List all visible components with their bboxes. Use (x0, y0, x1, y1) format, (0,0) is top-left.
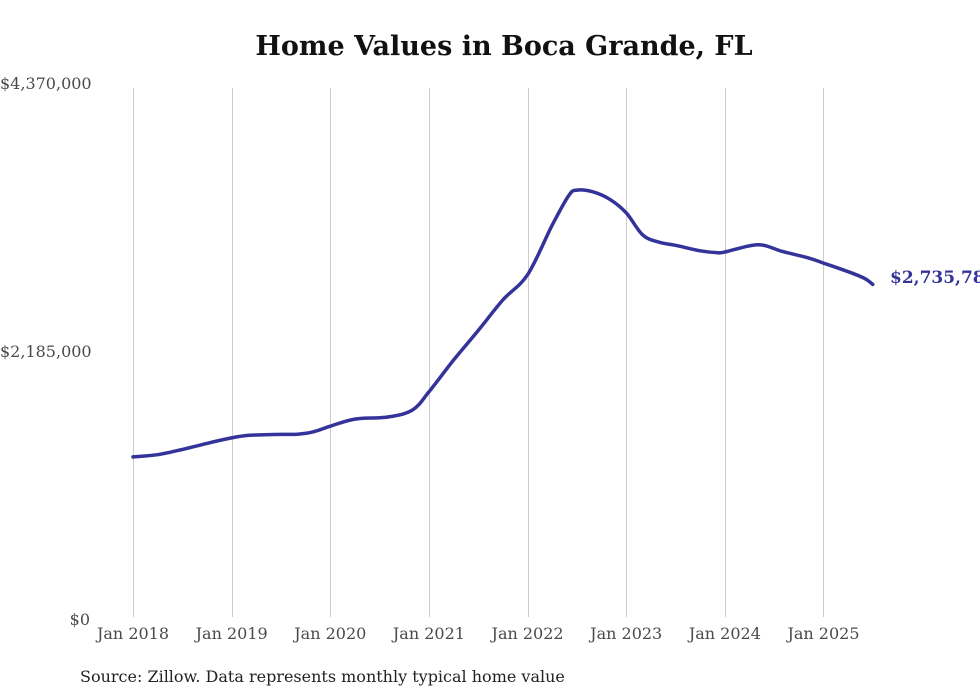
x-tick-label: Jan 2021 (392, 624, 465, 643)
home-value-line (131, 188, 875, 459)
x-tick-label: Jan 2020 (294, 624, 367, 643)
x-tick-label: Jan 2024 (688, 624, 761, 643)
x-tick-label: Jan 2019 (195, 624, 268, 643)
chart-title: Home Values in Boca Grande, FL (255, 31, 753, 62)
y-tick-label: $0 (69, 610, 90, 629)
latest-value-label: $2,735,783 (890, 268, 980, 288)
x-tick-label: Jan 2018 (96, 624, 170, 643)
vertical-gridlines (133, 88, 824, 617)
y-tick-label: $4,370,000 (0, 74, 92, 93)
y-tick-label: $2,185,000 (0, 342, 92, 361)
source-note: Source: Zillow. Data represents monthly … (80, 667, 565, 686)
x-tick-label: Jan 2025 (787, 624, 860, 643)
x-tick-label: Jan 2022 (491, 624, 564, 643)
x-tick-label: Jan 2023 (590, 624, 663, 643)
